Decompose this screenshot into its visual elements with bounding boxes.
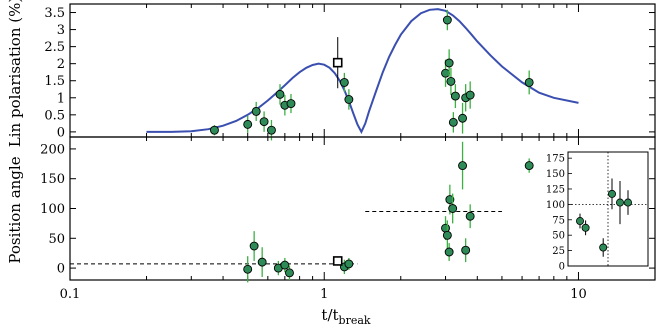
data-point (267, 125, 276, 135)
inset-y-tick-label: 125 (546, 184, 565, 195)
y-tick-label: 1 (57, 91, 65, 106)
open-square-point (332, 256, 343, 266)
x-axis-label-main: t/t (321, 306, 338, 324)
data-point (444, 58, 454, 68)
y-tick-label: 200 (40, 142, 65, 157)
y-tick-label: 3.5 (44, 6, 65, 21)
data-point (461, 245, 471, 255)
inset-y-tick-label: 50 (552, 231, 565, 242)
data-point (243, 264, 253, 274)
data-point (524, 77, 534, 87)
data-point (446, 76, 456, 86)
y-tick-label: 2.5 (44, 40, 65, 55)
x-tick-label: 1 (320, 287, 328, 302)
reference-dashed-lines (70, 210, 502, 265)
top-ylabel: Lin polarisation (%) (6, 0, 24, 147)
x-tick-label: 10 (570, 287, 587, 302)
bottom-y-ticks: 0 50 100 150 200 (40, 142, 655, 277)
data-point (448, 204, 458, 213)
bottom-ylabel: Position angle (6, 156, 24, 263)
data-point (448, 117, 458, 127)
inset-y-tick-label: 75 (552, 215, 565, 226)
y-tick-label: 50 (48, 232, 65, 247)
y-tick-label: 0 (57, 125, 65, 140)
data-point (339, 77, 349, 87)
data-point (243, 119, 253, 129)
inset-data-point (599, 243, 608, 252)
data-point (344, 259, 354, 269)
data-point (450, 91, 460, 101)
data-point (458, 161, 468, 171)
inset-y-tick-label: 150 (546, 169, 565, 180)
data-point (442, 230, 452, 240)
y-tick-label: 2 (57, 57, 65, 72)
top-x-ticks (69, 4, 656, 137)
data-point (444, 247, 454, 257)
inset-data-point (581, 223, 590, 232)
y-tick-label: 3 (57, 23, 65, 38)
inset-y-tick-label: 175 (546, 154, 565, 165)
polarisation-panel: 0 0.5 1 1.5 2 2.5 3 3.5 (44, 3, 656, 141)
data-point (257, 257, 267, 267)
data-point (251, 106, 261, 116)
data-point (249, 241, 259, 251)
inset-y-tick-label: 0 (559, 262, 565, 273)
data-point (280, 260, 290, 270)
inset-data-point (624, 198, 633, 207)
x-tick-label: 0.1 (60, 287, 81, 302)
open-square-point (332, 57, 343, 68)
data-point (286, 99, 296, 109)
y-tick-label: 0 (57, 262, 65, 277)
x-axis-label-subscript: break (339, 314, 371, 327)
model-curve (146, 8, 579, 135)
inset-content: 0 25 50 75 100 125 150 175 (546, 152, 648, 273)
polarisation-points (210, 9, 534, 141)
data-point (441, 223, 450, 233)
inset-data-point (616, 198, 625, 207)
data-point (465, 211, 475, 221)
data-point (442, 15, 452, 25)
bottom-plot-frame (69, 136, 656, 281)
top-y-ticks: 0 0.5 1 1.5 2 2.5 3 3.5 (44, 6, 655, 140)
position-angle-panel: 0 50 100 150 200 0.1 1 10 (40, 136, 656, 302)
inset-y-tick-label: 25 (552, 246, 565, 257)
data-point (344, 95, 354, 104)
data-point (458, 113, 468, 123)
position-angle-points (243, 141, 534, 283)
bottom-x-ticks (69, 137, 656, 280)
top-plot-frame (69, 3, 656, 138)
data-point (524, 161, 534, 171)
data-point (445, 195, 455, 205)
data-point (465, 90, 475, 100)
data-point (275, 89, 285, 99)
inset-data-point (576, 217, 585, 226)
y-tick-label: 100 (40, 202, 65, 217)
y-tick-label: 0.5 (44, 108, 65, 123)
x-axis-label: t/tbreak (321, 306, 370, 327)
inset-data-point (608, 189, 617, 198)
y-tick-label: 1.5 (44, 74, 65, 89)
inset-y-tick-label: 100 (546, 200, 565, 211)
data-point (441, 68, 450, 78)
data-point (210, 125, 219, 135)
data-point (259, 117, 269, 127)
y-tick-label: 150 (40, 172, 65, 187)
data-point (285, 268, 294, 278)
inset-panel: 0 25 50 75 100 125 150 175 (546, 151, 649, 273)
x-tick-labels: 0.1 1 10 (60, 287, 587, 302)
